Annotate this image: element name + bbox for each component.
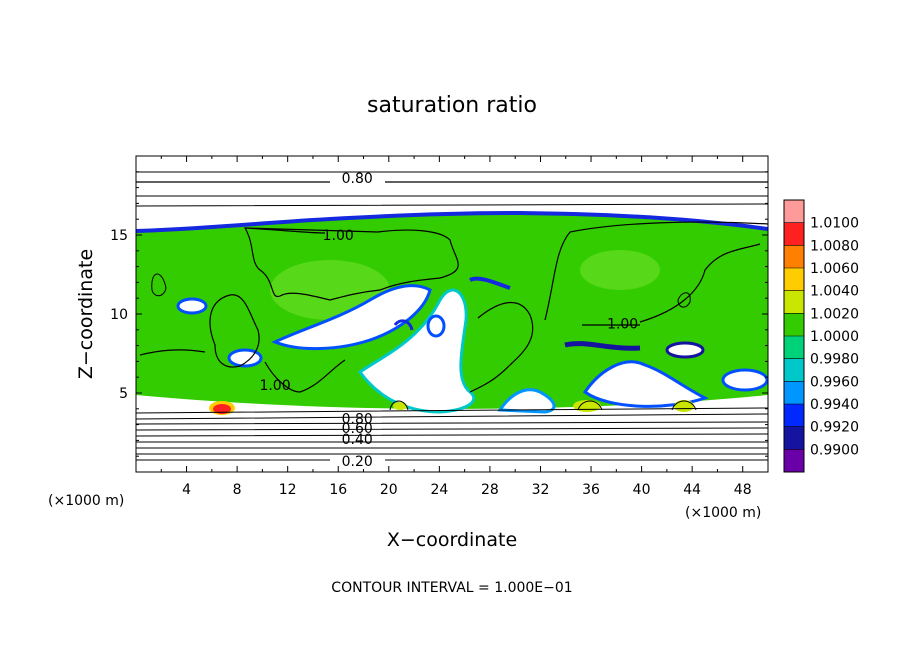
- contour-label: 1.00: [259, 378, 290, 394]
- colorbar: 1.0100 1.0080 1.0060 1.0040 1.0020 1.0000 0.99…: [783, 199, 859, 473]
- plot-area: [136, 171, 768, 461]
- x-tick-label: 36: [582, 482, 600, 498]
- colorbar-swatch: [784, 336, 804, 360]
- colorbar-swatch: [784, 222, 804, 246]
- x-tick-label: 44: [683, 482, 701, 498]
- colorbar-label: 1.0100: [810, 216, 859, 232]
- colorbar-swatch: [784, 245, 804, 269]
- blue-streak: [393, 319, 414, 331]
- contour-label: 0.60: [342, 421, 373, 437]
- colorbar-swatch: [784, 426, 804, 450]
- contour-label: 0.80: [342, 411, 373, 427]
- contour-labels: 0.801.001.001.000.800.600.400.20: [259, 171, 638, 470]
- colorbar-label: 0.9900: [810, 442, 859, 458]
- contour-1.00-left: [139, 294, 346, 393]
- contour-upper: [136, 171, 768, 207]
- y-tick-label: 5: [119, 386, 128, 402]
- blue-streak: [469, 276, 511, 290]
- colorbar-label: 1.0000: [810, 329, 859, 345]
- x-ticks: 4 8 12 16 20 24 28 32 36 40 44 48: [160, 156, 752, 498]
- colorbar-label: 0.9920: [810, 420, 859, 436]
- supersaturated-spot: [393, 402, 407, 410]
- x-axis-label: X−coordinate: [387, 529, 517, 551]
- x-tick-label: 8: [233, 482, 242, 498]
- contour-interval-note: CONTOUR INTERVAL = 1.000E−01: [331, 580, 572, 596]
- colorbar-label: 0.9980: [810, 352, 859, 368]
- clear-region: [721, 368, 768, 392]
- contour-1.00-mid: [469, 301, 640, 393]
- y-tick-label: 10: [110, 307, 128, 323]
- clear-region: [665, 341, 705, 359]
- colorbar-swatch: [784, 449, 804, 473]
- clear-region: [582, 360, 709, 408]
- x-unit-right: (×1000 m): [685, 505, 761, 521]
- clear-region: [271, 284, 432, 350]
- x-tick-label: 24: [430, 482, 448, 498]
- chart-title: saturation ratio: [367, 93, 537, 118]
- colorbar-label: 1.0080: [810, 238, 859, 254]
- contour-lower: [136, 407, 768, 461]
- x-tick-label: 4: [182, 482, 191, 498]
- clear-region: [426, 314, 446, 338]
- supersaturated-spot: [573, 400, 601, 412]
- x-tick-label: 32: [532, 482, 550, 498]
- x-tick-label: 16: [329, 482, 347, 498]
- supersaturated-spot: [674, 400, 694, 412]
- y-axis-label: Z−coordinate: [75, 249, 97, 379]
- colorbar-swatch: [784, 200, 804, 224]
- colorbar-label: 0.9960: [810, 374, 859, 390]
- y-ticks: 5 10 15: [110, 171, 768, 457]
- contour-1.00-blobs: [151, 273, 697, 411]
- contour-label: 0.20: [342, 454, 373, 470]
- x-tick-label: 40: [633, 482, 651, 498]
- colorbar-swatch: [784, 313, 804, 337]
- colorbar-label: 1.0060: [810, 261, 859, 277]
- light-green-patch: [580, 250, 660, 290]
- colorbar-swatch: [784, 268, 804, 292]
- supersaturated-spot: [213, 404, 231, 414]
- contour-label: 0.80: [342, 171, 373, 187]
- contour-label: 1.00: [607, 316, 638, 332]
- clear-region: [176, 297, 208, 315]
- colorbar-label: 0.9940: [810, 397, 859, 413]
- colorbar-label: 1.0040: [810, 284, 859, 300]
- colorbar-swatch: [784, 290, 804, 314]
- colorbar-swatch: [784, 358, 804, 382]
- contour-label: 0.40: [342, 432, 373, 448]
- x-tick-label: 48: [734, 482, 752, 498]
- clear-region: [227, 348, 263, 368]
- colorbar-swatch: [784, 381, 804, 405]
- colorbar-swatch: [784, 404, 804, 428]
- cloud-top-dark-band: [136, 211, 768, 233]
- y-tick-label: 15: [110, 228, 128, 244]
- contour-1.00-right: [544, 221, 768, 323]
- x-unit-left: (×1000 m): [48, 493, 124, 509]
- x-tick-label: 12: [279, 482, 297, 498]
- colorbar-label: 1.0020: [810, 306, 859, 322]
- x-tick-label: 28: [481, 482, 499, 498]
- contour-1.00-upper: [243, 227, 459, 301]
- x-tick-label: 20: [380, 482, 398, 498]
- blue-streak: [564, 341, 641, 351]
- contour-label: 1.00: [323, 228, 354, 244]
